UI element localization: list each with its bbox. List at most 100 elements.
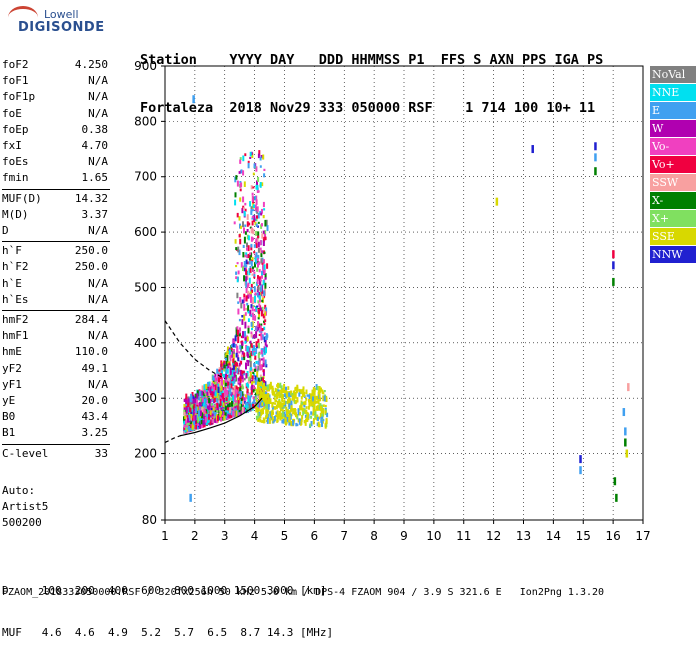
echo-mark (246, 359, 249, 363)
echo-mark (252, 305, 255, 308)
echo-mark (222, 409, 225, 413)
echo-mark (262, 215, 265, 219)
echo-mark (285, 386, 287, 391)
echo-mark (213, 395, 216, 403)
echo-mark (233, 349, 235, 353)
echo-mark (254, 368, 256, 372)
echo-mark (251, 195, 254, 202)
echo-mark (216, 377, 219, 382)
echo-mark (258, 261, 261, 265)
echo-mark (256, 389, 259, 395)
echo-mark (216, 392, 219, 398)
echo-mark (303, 401, 306, 406)
echo-mark (245, 264, 248, 268)
echo-mark (206, 387, 209, 393)
echo-mark (250, 304, 253, 309)
echo-mark (267, 384, 269, 390)
echo-mark (252, 386, 255, 393)
echo-mark (257, 300, 260, 304)
echo-mark (246, 345, 249, 353)
echo-mark (276, 393, 278, 400)
echo-mark (259, 182, 262, 188)
echo-mark (242, 170, 245, 176)
echo-mark (261, 402, 264, 406)
isolated-echo (612, 250, 615, 259)
echo-mark (246, 336, 249, 342)
echo-mark (273, 419, 276, 422)
echo-mark (247, 360, 250, 367)
echo-mark (264, 304, 267, 310)
echo-mark (246, 242, 248, 248)
echo-mark (238, 171, 241, 174)
echo-mark (246, 388, 249, 393)
echo-mark (246, 383, 248, 387)
echo-mark (242, 196, 245, 203)
echo-mark (197, 396, 200, 401)
echo-mark (248, 293, 251, 296)
param-label: foF1p (2, 90, 36, 104)
echo-mark (226, 409, 229, 413)
isolated-echo (612, 277, 615, 286)
trace-curve (164, 320, 226, 380)
echo-mark (296, 415, 299, 420)
echo-mark (321, 409, 324, 413)
echo-mark (256, 206, 259, 212)
echo-mark (224, 381, 227, 387)
echo-mark (269, 381, 272, 388)
echo-mark (310, 421, 313, 427)
echo-mark (214, 418, 217, 423)
echo-mark (187, 417, 189, 423)
echo-mark (265, 391, 267, 394)
echo-mark (239, 396, 242, 400)
echo-mark (257, 221, 260, 224)
echo-mark (244, 254, 247, 258)
echo-mark (235, 385, 238, 390)
echo-mark (235, 390, 238, 393)
echo-mark (285, 401, 288, 404)
echo-mark (229, 405, 232, 412)
echo-mark (260, 365, 263, 371)
echo-mark (318, 386, 321, 391)
echo-mark (243, 297, 246, 302)
echo-mark (235, 387, 238, 392)
echo-mark (250, 343, 253, 348)
param-label: h`F2 (2, 260, 29, 274)
muf-distance-row: D 100 200 400 600 800 1000 1500 3000 [km… (2, 584, 327, 597)
param-row: h`Es N/A (2, 293, 108, 307)
echo-mark (286, 391, 289, 397)
echo-mark (256, 215, 258, 219)
echo-mark (235, 394, 238, 398)
echo-mark (299, 405, 302, 411)
echo-mark (293, 390, 296, 393)
echo-mark (250, 331, 253, 334)
echo-mark (246, 221, 249, 227)
echo-mark (255, 218, 258, 222)
echo-mark (237, 336, 240, 343)
echo-mark (310, 415, 313, 419)
echo-mark (293, 400, 296, 404)
echo-mark (256, 377, 258, 381)
echo-mark (254, 204, 257, 211)
echo-mark (259, 388, 262, 391)
echo-mark (236, 262, 239, 265)
param-label: h`Es (2, 292, 29, 306)
echo-mark (296, 400, 299, 403)
x-tick-label: 11 (456, 529, 471, 543)
echo-mark (270, 414, 273, 420)
isolated-echo (579, 455, 582, 464)
echo-mark (242, 266, 244, 271)
echo-mark (223, 415, 226, 421)
echo-mark (260, 408, 263, 413)
echo-mark (261, 182, 264, 187)
echo-mark (203, 390, 206, 394)
echo-mark (234, 192, 237, 198)
y-tick-label: 200 (134, 447, 157, 461)
echo-mark (250, 296, 252, 303)
echo-mark (197, 417, 200, 423)
echo-mark (257, 417, 260, 422)
echo-mark (236, 212, 239, 218)
echo-mark (258, 323, 261, 329)
echo-mark (256, 258, 259, 262)
echo-mark (252, 204, 255, 208)
echo-mark (223, 360, 226, 365)
